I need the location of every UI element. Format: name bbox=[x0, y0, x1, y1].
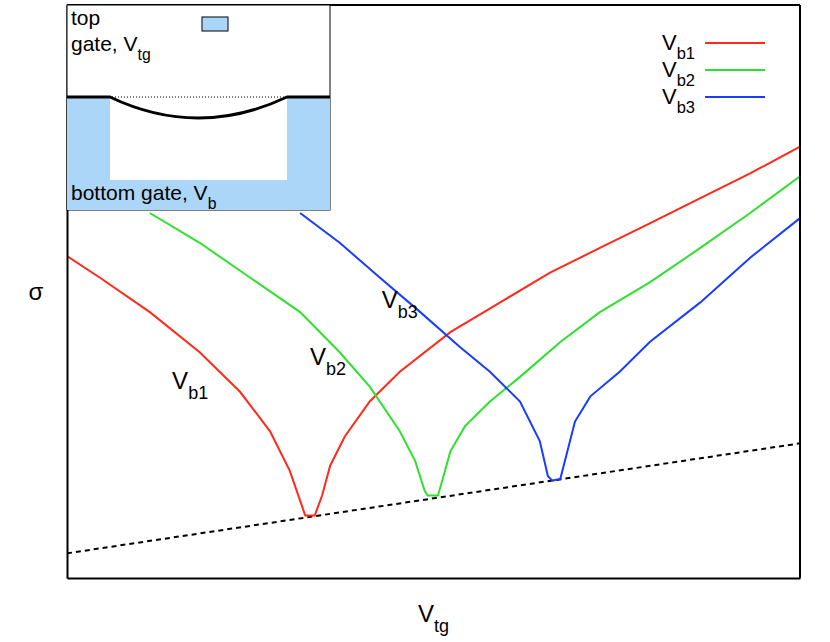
series-line bbox=[150, 176, 800, 495]
series-line bbox=[300, 213, 800, 481]
legend-label: Vb3 bbox=[662, 84, 695, 116]
series-line bbox=[67, 147, 800, 516]
x-axis bbox=[68, 578, 801, 579]
inset-label: top bbox=[71, 6, 100, 29]
legend-swatch bbox=[705, 96, 765, 98]
inset: top gate, Vtg bottom gate, Vb bbox=[67, 5, 330, 212]
annotation: Vb3 bbox=[382, 286, 418, 322]
axis-line bbox=[68, 578, 801, 580]
annotation: Vb1 bbox=[172, 367, 208, 403]
chart: VtgσVb1Vb2Vb3Vb1Vb2Vb3topgate, Vtgbottom… bbox=[0, 0, 830, 642]
legend-swatch bbox=[705, 69, 765, 71]
top-gate bbox=[202, 17, 228, 31]
inset-background bbox=[67, 5, 330, 210]
bottom-gate bbox=[67, 97, 330, 210]
trench bbox=[110, 97, 287, 180]
legend: Vb1Vb2Vb3 bbox=[662, 30, 765, 116]
y-axis-title: σ bbox=[29, 278, 44, 305]
membrane bbox=[67, 97, 330, 118]
annotation: Vb2 bbox=[310, 343, 346, 379]
baseline bbox=[67, 443, 800, 553]
legend-swatch bbox=[705, 42, 765, 44]
frame bbox=[799, 5, 801, 578]
inset-label: bottom gate, Vb bbox=[71, 181, 217, 212]
inset-label: gate, Vtg bbox=[71, 32, 151, 63]
x-axis-title: Vtg bbox=[418, 600, 449, 636]
